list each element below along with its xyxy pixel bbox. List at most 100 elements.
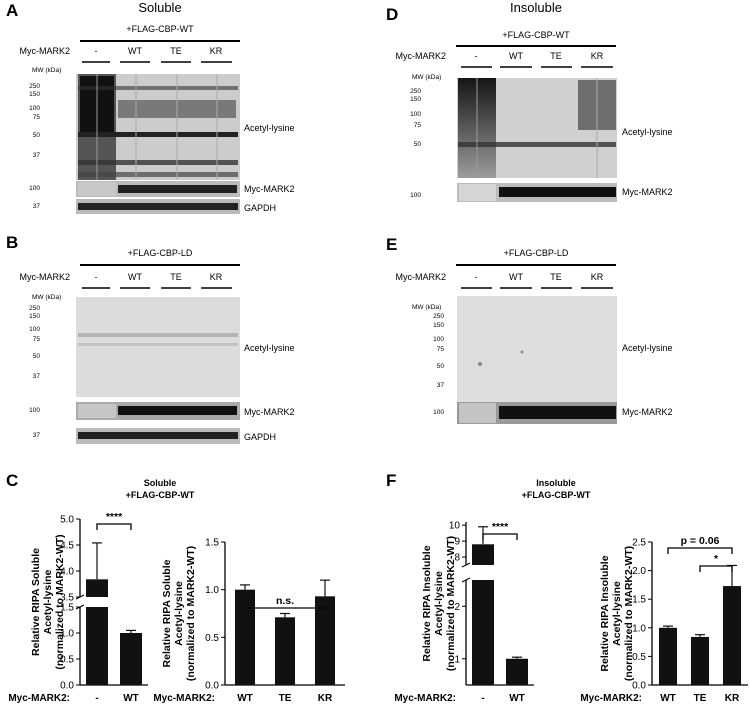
y-tick-label: 0.0 bbox=[632, 681, 646, 692]
y-tick-label: 2 bbox=[454, 602, 460, 613]
lane-label: - bbox=[95, 272, 98, 282]
y-axis-label-line: Acetyl-lysine bbox=[433, 571, 445, 636]
bar bbox=[235, 589, 255, 685]
mw-marker: 150 bbox=[433, 322, 444, 329]
axis-break-mark bbox=[461, 577, 471, 583]
panel-letter-a: A bbox=[6, 1, 18, 20]
bar bbox=[659, 627, 677, 685]
y-axis-label-line: Relative RIPA Insoluble bbox=[421, 545, 433, 661]
y-tick-label: 4.0 bbox=[60, 567, 74, 578]
x-tick-label: WT bbox=[123, 693, 139, 704]
row-label: Myc-MARK2 bbox=[395, 272, 446, 282]
bar bbox=[86, 579, 108, 597]
lane-label: KR bbox=[210, 272, 223, 282]
y-tick-label: 5.0 bbox=[60, 515, 74, 526]
blot-label: Myc-MARK2 bbox=[622, 407, 673, 417]
y-axis-label-line: (normalized to MARK2-WT) bbox=[185, 546, 197, 681]
significance-bracket bbox=[96, 523, 132, 530]
axis-break-mark bbox=[75, 594, 85, 600]
mw-marker: 100 bbox=[433, 409, 444, 416]
blot-label: Myc-MARK2 bbox=[244, 407, 295, 417]
x-axis-label: Myc-MARK2: bbox=[153, 693, 215, 704]
mw-header: MW (kDa) bbox=[32, 67, 61, 74]
chart-c-right: 0.0 0.5 1.0 1.5 WT TE KR Myc-MARK2: Relative RIP… bbox=[153, 538, 345, 704]
blot-acetyl-lysine bbox=[76, 297, 240, 397]
panel-f-title: Insoluble bbox=[536, 478, 576, 488]
row-label: Myc-MARK2 bbox=[19, 46, 70, 56]
bar-lower-segment bbox=[472, 580, 494, 685]
blot-myc-mark2 bbox=[76, 402, 240, 420]
lane-label: KR bbox=[591, 272, 604, 282]
y-axis-label-line: (normalized to MARK2-WT) bbox=[445, 536, 457, 671]
significance-bracket bbox=[667, 547, 733, 554]
y-axis-label-line: Relative RIPA Insoluble bbox=[599, 555, 611, 671]
panel-a: A Soluble +FLAG-CBP-WT Myc-MARK2 - WT TE… bbox=[6, 0, 295, 214]
y-tick-label: 1.0 bbox=[205, 585, 219, 596]
y-tick-label: 2.0 bbox=[632, 566, 646, 577]
y-tick-label: 4.5 bbox=[60, 541, 74, 552]
lane-label: WT bbox=[509, 272, 523, 282]
y-tick-label: 0.0 bbox=[205, 681, 219, 692]
row-label: Myc-MARK2 bbox=[395, 51, 446, 61]
mw-marker: 37 bbox=[33, 152, 41, 159]
blot-label: Acetyl-lysine bbox=[244, 343, 295, 353]
mw-marker: 150 bbox=[29, 91, 40, 98]
mw-marker: 100 bbox=[410, 192, 421, 199]
lane-label: - bbox=[95, 46, 98, 56]
y-tick-label: 1.5 bbox=[632, 595, 646, 606]
significance-label: **** bbox=[492, 521, 509, 533]
mw-marker: 100 bbox=[29, 326, 40, 333]
blot-label: GAPDH bbox=[244, 203, 276, 213]
lane-label: WT bbox=[509, 51, 523, 61]
y-axis-label-line: Acetyl-lysine bbox=[611, 581, 623, 646]
panel-a-title: Soluble bbox=[138, 0, 181, 15]
x-tick-label: KR bbox=[318, 693, 333, 704]
y-tick-label: 3.5 bbox=[60, 593, 74, 604]
mw-marker: 37 bbox=[33, 432, 41, 439]
bar bbox=[275, 617, 295, 685]
mw-marker: 50 bbox=[414, 141, 422, 148]
chart-f-left: 1 2 8 9 10 - WT Myc-MARK2: Relative RIPA Insolub… bbox=[394, 521, 534, 704]
panel-f-subtitle: +FLAG-CBP-WT bbox=[522, 490, 591, 500]
x-tick-label: TE bbox=[694, 693, 707, 704]
mw-marker: 100 bbox=[433, 336, 444, 343]
x-tick-label: WT bbox=[660, 693, 676, 704]
panel-c: C Soluble +FLAG-CBP-WT bbox=[6, 471, 195, 500]
y-axis-label: Relative RIPA InsolubleAcetyl-lysine(nor… bbox=[599, 546, 635, 681]
blot-label: Myc-MARK2 bbox=[244, 184, 295, 194]
mw-marker: 250 bbox=[29, 83, 40, 90]
y-tick-label: 1 bbox=[454, 654, 460, 665]
panel-c-subtitle: +FLAG-CBP-WT bbox=[126, 490, 195, 500]
blot-acetyl-lysine bbox=[76, 74, 240, 180]
lane-label: WT bbox=[128, 272, 142, 282]
x-axis-label: Myc-MARK2: bbox=[8, 693, 70, 704]
mw-marker: 50 bbox=[437, 363, 445, 370]
panel-letter-d: D bbox=[386, 5, 398, 24]
x-tick-label: - bbox=[481, 693, 484, 704]
y-tick-label: 10 bbox=[449, 521, 461, 532]
mw-marker: 100 bbox=[29, 407, 40, 414]
blot-label: Acetyl-lysine bbox=[622, 343, 673, 353]
x-tick-label: TE bbox=[279, 693, 292, 704]
bar bbox=[691, 636, 709, 685]
panel-e-construct: +FLAG-CBP-LD bbox=[504, 248, 569, 258]
blot-label: Acetyl-lysine bbox=[244, 123, 295, 133]
panel-d: D Insoluble +FLAG-CBP-WT Myc-MARK2 - WT … bbox=[386, 0, 673, 202]
bar bbox=[506, 658, 528, 685]
blot-myc-mark2 bbox=[76, 181, 240, 197]
mw-marker: 100 bbox=[29, 105, 40, 112]
mw-header: MW (kDa) bbox=[32, 294, 61, 301]
mw-marker: 50 bbox=[33, 132, 41, 139]
y-axis-label-line: Relative RIPA Soluble bbox=[161, 559, 173, 667]
mw-marker: 75 bbox=[414, 122, 422, 129]
panel-letter-c: C bbox=[6, 471, 18, 490]
blot-gapdh bbox=[76, 428, 240, 444]
lane-label: TE bbox=[170, 272, 182, 282]
y-axis-label: Relative RIPA InsolubleAcetyl-lysine(nor… bbox=[421, 536, 457, 671]
y-tick-label: 1.5 bbox=[205, 538, 219, 549]
y-tick-label: 8 bbox=[454, 553, 460, 564]
y-tick-label: 0.0 bbox=[60, 681, 74, 692]
lane-label: - bbox=[475, 51, 478, 61]
y-axis-label: Relative RIPA SolubleAcetyl-lysine(norma… bbox=[161, 546, 197, 681]
significance-label: n.s. bbox=[276, 595, 294, 607]
